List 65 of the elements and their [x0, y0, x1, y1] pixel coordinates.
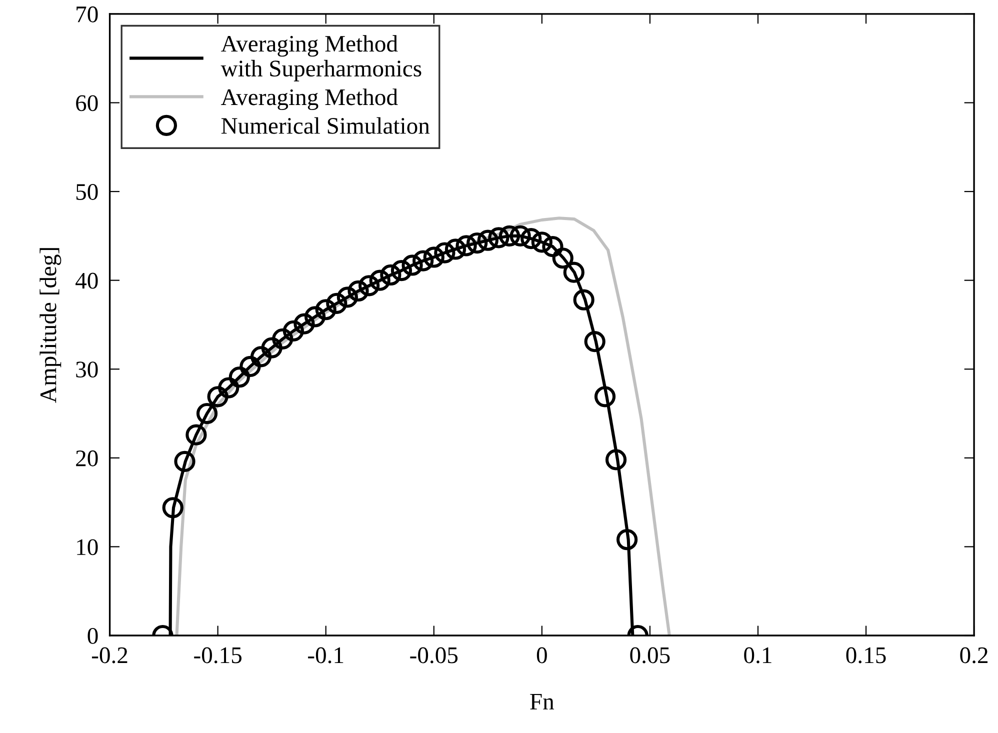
- point: [498, 225, 520, 246]
- point: [477, 230, 498, 251]
- x-tick-label: 0.05: [630, 647, 670, 664]
- point: [402, 254, 423, 276]
- point: [196, 402, 218, 424]
- point: [162, 497, 184, 518]
- x-tick-label: -0.15: [194, 647, 242, 664]
- point: [315, 299, 336, 320]
- point: [616, 529, 638, 550]
- point: [207, 386, 228, 408]
- x-tick-label: 0.1: [744, 647, 772, 664]
- point: [466, 232, 488, 254]
- y-tick-label: 20: [76, 450, 98, 466]
- point: [563, 262, 584, 283]
- x-tick-label: -0.2: [92, 647, 128, 664]
- point: [444, 238, 466, 260]
- point: [294, 313, 315, 334]
- point: [456, 235, 477, 256]
- point: [261, 337, 282, 358]
- point: [605, 449, 627, 470]
- x-tick-label: 0: [536, 647, 547, 664]
- point: [594, 386, 616, 408]
- point: [240, 356, 261, 378]
- point: [488, 227, 510, 248]
- point: [336, 286, 358, 308]
- point: [531, 232, 552, 253]
- point: [434, 242, 456, 264]
- y-tick-label: 10: [77, 539, 98, 556]
- y-tick-label: 50: [76, 184, 98, 200]
- x-tick-label: 0.15: [846, 647, 886, 664]
- point: [510, 225, 531, 246]
- point: [520, 228, 542, 250]
- y-tick-label: 70: [76, 6, 98, 22]
- x-axis-title: Fn: [530, 694, 554, 710]
- point: [584, 331, 606, 352]
- point: [358, 275, 380, 296]
- point: [423, 246, 444, 268]
- x-tick-label: 0.2: [960, 647, 988, 664]
- legend-label: Averaging Method: [220, 88, 398, 110]
- point: [186, 424, 207, 446]
- y-tick-label: 60: [76, 95, 98, 112]
- legend-label: Averaging Method with Superharmonics: [220, 35, 422, 82]
- y-tick-label: 30: [76, 362, 98, 378]
- x-tick-label: -0.05: [410, 647, 458, 664]
- point: [218, 377, 240, 398]
- y-tick-label: 40: [76, 272, 98, 289]
- point: [228, 366, 250, 388]
- point: [542, 236, 564, 258]
- point: [390, 260, 412, 282]
- point: [552, 248, 574, 269]
- point: [250, 346, 272, 368]
- y-axis-title: Amplitude [deg]: [40, 248, 62, 403]
- point: [174, 450, 196, 472]
- point: [282, 320, 304, 342]
- point: [412, 250, 434, 272]
- point: [573, 289, 594, 310]
- point: [326, 292, 348, 314]
- y-tick-label: 0: [88, 628, 98, 644]
- point: [380, 264, 402, 286]
- point: [304, 306, 326, 328]
- point: [369, 270, 390, 291]
- point: [348, 280, 369, 302]
- point: [272, 328, 294, 350]
- x-tick-label: -0.1: [308, 647, 344, 664]
- legend-label: Numerical Simulation: [221, 117, 430, 134]
